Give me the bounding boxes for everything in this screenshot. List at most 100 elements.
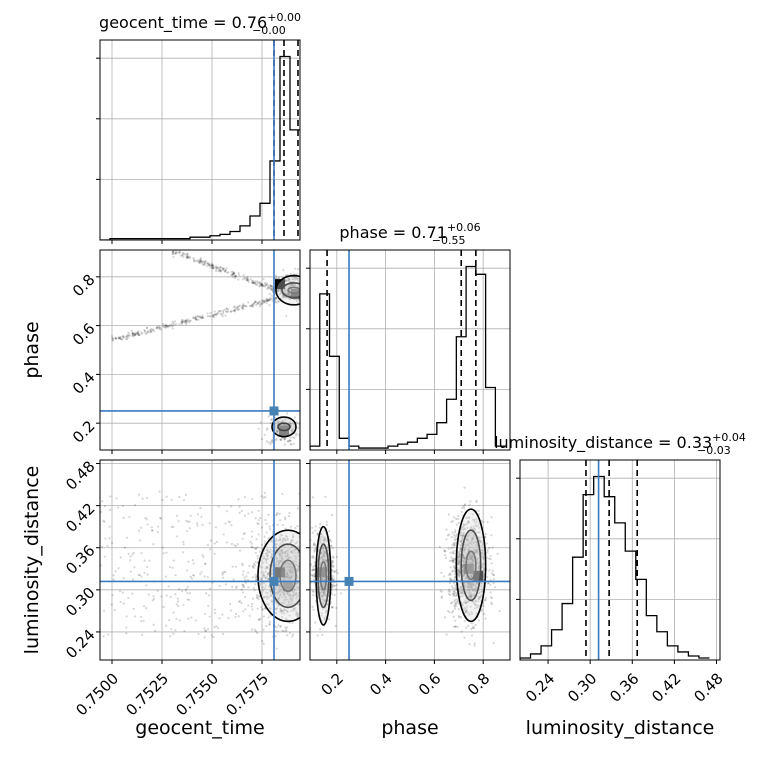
scatter-point: [321, 536, 325, 539]
scatter-point: [462, 533, 465, 536]
scatter-point: [463, 504, 466, 507]
scatter-point: [261, 438, 264, 441]
scatter-point: [463, 507, 466, 510]
scatter-point: [458, 571, 462, 574]
scatter-point: [285, 549, 289, 553]
scatter-point: [296, 507, 299, 510]
scatter-point: [451, 519, 454, 523]
scatter-point: [261, 589, 265, 592]
scatter-point: [172, 250, 175, 253]
scatter-point: [145, 606, 148, 610]
scatter-point: [280, 550, 283, 553]
scatter-point: [220, 313, 223, 316]
scatter-point: [188, 255, 191, 258]
scatter-point: [187, 318, 190, 321]
scatter-point: [472, 537, 475, 540]
scatter-point: [233, 277, 237, 280]
scatter-point: [302, 582, 304, 584]
scatter-point: [291, 571, 294, 574]
scatter-point: [297, 558, 300, 561]
scatter-point: [295, 583, 298, 586]
scatter-point: [182, 252, 185, 255]
scatter-point: [261, 283, 264, 286]
scatter-point: [302, 290, 304, 292]
scatter-point: [277, 539, 280, 542]
scatter-point: [257, 301, 260, 305]
scatter-point: [258, 305, 261, 308]
scatter-point: [463, 573, 466, 576]
scatter-point: [296, 611, 299, 614]
scatter-point: [277, 603, 280, 607]
scatter-point: [473, 642, 476, 645]
scatter-point: [224, 310, 228, 313]
scatter-point: [222, 269, 225, 272]
scatter-point: [215, 270, 218, 273]
scatter-point: [266, 592, 269, 595]
scatter-point: [203, 636, 206, 639]
scatter-point: [457, 556, 461, 559]
scatter-point: [263, 607, 267, 610]
scatter-point: [322, 552, 325, 556]
scatter-point: [458, 587, 461, 590]
scatter-point: [282, 557, 285, 561]
scatter-point: [209, 266, 212, 269]
scatter-point: [199, 507, 202, 510]
scatter-point: [293, 278, 297, 281]
contour-line: [315, 525, 332, 626]
scatter-point: [135, 331, 138, 334]
scatter-point: [307, 577, 309, 579]
scatter-point: [463, 557, 467, 560]
scatter-point: [274, 539, 277, 543]
scatter-point: [463, 547, 466, 550]
scatter-point: [459, 549, 462, 552]
scatter-point: [280, 615, 284, 619]
scatter-point: [491, 546, 494, 549]
scatter-point: [486, 520, 489, 524]
scatter-point: [476, 604, 479, 607]
density-cell: [317, 567, 328, 578]
scatter-point: [131, 334, 134, 337]
scatter-point: [197, 315, 200, 318]
scatter-point: [233, 309, 237, 312]
scatter-point: [275, 427, 278, 430]
scatter-point: [312, 565, 315, 568]
scatter-point: [162, 325, 166, 329]
scatter-point: [269, 443, 272, 446]
scatter-point: [252, 282, 255, 285]
scatter-point: [152, 543, 155, 546]
scatter-point: [279, 585, 282, 588]
scatter-point: [486, 548, 489, 552]
scatter-point: [278, 293, 281, 296]
scatter-point: [469, 584, 473, 587]
scatter-point: [275, 647, 278, 650]
scatter-point: [461, 533, 464, 537]
scatter-point: [152, 595, 155, 598]
scatter-point: [231, 273, 234, 276]
scatter-point: [307, 550, 309, 552]
scatter-point: [284, 575, 287, 578]
scatter-point: [295, 585, 298, 588]
scatter-point: [284, 595, 288, 598]
scatter-point: [447, 547, 450, 550]
scatter-point: [160, 595, 163, 598]
scatter-point: [165, 326, 168, 329]
scatter-point: [269, 614, 272, 617]
scatter-point: [188, 319, 191, 322]
scatter-point: [469, 562, 472, 565]
scatter-point: [469, 552, 472, 555]
scatter-point: [474, 549, 478, 552]
scatter-point: [293, 608, 296, 611]
scatter-point: [322, 280, 324, 282]
scatter-point: [475, 612, 478, 615]
scatter-point: [311, 568, 314, 572]
scatter-point: [461, 534, 464, 537]
scatter-point: [475, 545, 478, 548]
scatter-point: [285, 279, 288, 283]
scatter-point: [331, 583, 334, 586]
scatter-point: [479, 541, 482, 544]
scatter-point: [470, 610, 473, 614]
scatter-point: [241, 537, 244, 540]
scatter-point: [464, 589, 468, 592]
scatter-point: [255, 594, 259, 597]
scatter-point: [280, 560, 283, 563]
